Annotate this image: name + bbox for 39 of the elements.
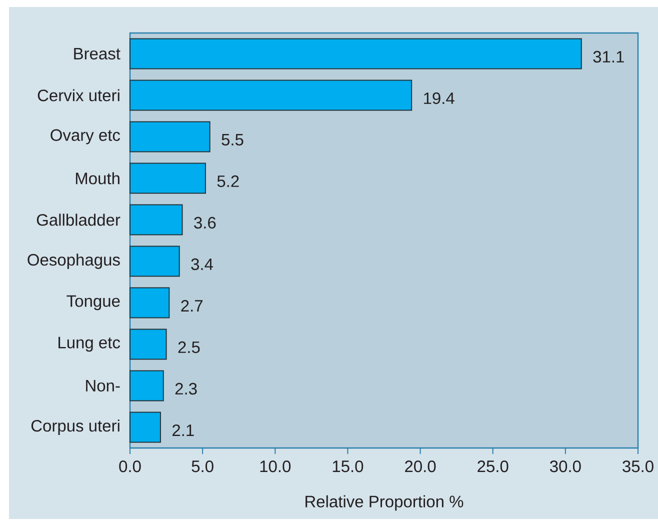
- data-label: 19.4: [424, 92, 454, 104]
- data-label: 3.6: [194, 216, 216, 229]
- data-label: 2.1: [172, 424, 194, 436]
- y-tick-label: Cervix uteri: [38, 89, 120, 102]
- bar: [130, 246, 180, 277]
- x-tick-label: 15.0: [332, 460, 364, 472]
- data-label: 31.1: [593, 50, 624, 63]
- bar: [130, 121, 210, 152]
- y-tick-label: Oesophagus: [28, 254, 120, 269]
- x-tick-label: 5.0: [192, 460, 214, 472]
- data-label: 5.2: [217, 175, 239, 188]
- y-tick-label: Corpus uteri: [31, 420, 120, 435]
- data-label: 5.5: [222, 134, 244, 146]
- bar: [130, 287, 170, 318]
- x-tick-label: 25.0: [478, 460, 508, 472]
- x-tick-label: 0.0: [119, 460, 141, 472]
- data-label: 3.4: [191, 258, 213, 270]
- bar: [130, 370, 164, 402]
- data-label: 2.5: [178, 341, 200, 354]
- x-tick-label: 20.0: [405, 460, 436, 472]
- y-tick-label: Ovary etc: [50, 129, 120, 144]
- x-tick-label: 35.0: [622, 460, 654, 472]
- x-axis-title: Relative Proportion %: [306, 495, 464, 511]
- bar: [130, 80, 412, 111]
- x-tick-label: 10.0: [260, 460, 291, 472]
- data-label: 2.3: [175, 382, 197, 395]
- y-tick-label: Mouth: [76, 172, 120, 184]
- bar: [130, 328, 167, 360]
- bar: [130, 412, 161, 443]
- bar: [130, 204, 183, 236]
- y-tick-label: Tongue: [66, 295, 120, 310]
- y-tick-label: Gallbladder: [36, 214, 120, 226]
- y-tick-label: Lung etc: [58, 336, 120, 352]
- y-tick-label: Breast: [74, 48, 120, 60]
- bar: [130, 38, 582, 70]
- data-label: 2.7: [181, 300, 202, 312]
- bar: [130, 162, 206, 194]
- y-tick-label: Non-: [86, 380, 120, 392]
- x-tick-label: 30.0: [550, 460, 581, 472]
